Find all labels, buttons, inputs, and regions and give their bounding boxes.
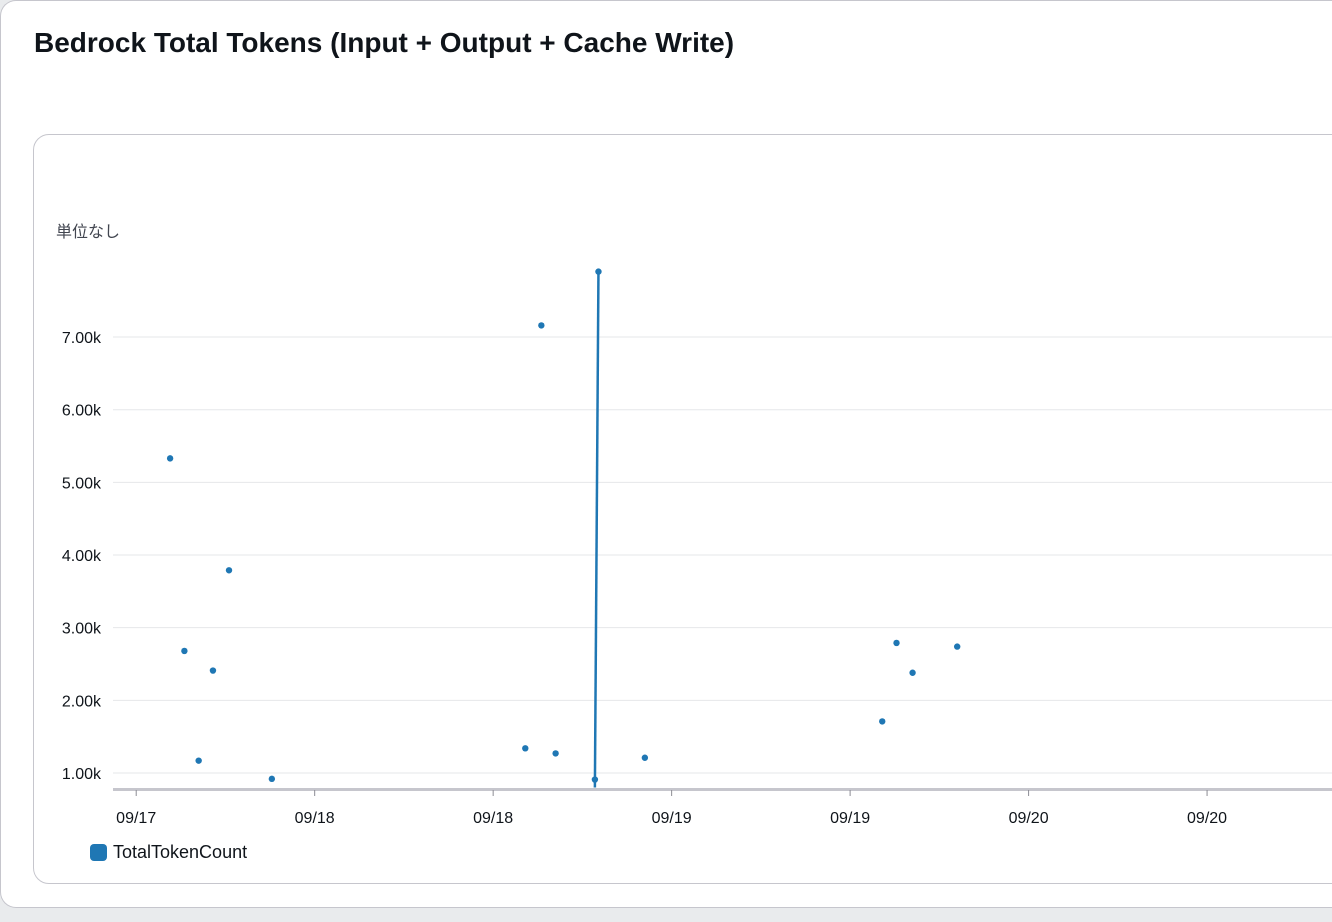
series-total-token-count [166,268,961,788]
grid-lines [113,336,1332,774]
y-unit-label: 単位なし [56,223,120,241]
y-tick-label: 1.00k [62,766,102,783]
x-tick-label: 09/20 [1009,810,1049,827]
data-point [641,754,649,761]
data-point [591,776,599,783]
y-tick-label: 2.00k [62,693,102,710]
data-point [195,757,202,764]
x-tick-label: 09/17 [116,810,156,827]
y-tick-label: 4.00k [62,548,102,565]
data-point [595,268,602,275]
y-tick-label: 6.00k [62,403,102,420]
y-tick-label: 5.00k [62,475,102,492]
chart-card [33,134,1332,884]
data-point [268,775,276,783]
data-point [209,667,217,674]
x-tick-label: 09/19 [830,810,870,827]
y-axis-ticks: 1.00k 2.00k 3.00k 4.00k 5.00k 6.00k 7.00k [62,330,102,783]
x-tick-label: 09/18 [473,810,513,827]
data-point [538,322,545,329]
data-point [166,455,174,462]
data-point [879,718,886,725]
data-point [522,745,529,752]
y-tick-label: 3.00k [62,621,102,638]
data-point [909,669,916,676]
y-tick-label: 7.00k [62,330,102,347]
legend[interactable]: TotalTokenCount [90,842,247,863]
x-tick-label: 09/20 [1187,810,1227,827]
x-axis: 09/17 09/18 09/18 09/19 09/19 09/20 09/20 [113,788,1332,827]
data-point [225,567,233,574]
legend-swatch [90,844,107,861]
data-point [893,639,900,647]
series-line-segment [593,271,600,788]
x-tick-label: 09/19 [652,810,692,827]
data-point [181,647,188,655]
data-point [953,643,961,650]
data-point [552,750,559,757]
widget-title: Bedrock Total Tokens (Input + Output + C… [34,27,735,58]
x-tick-label: 09/18 [295,810,335,827]
legend-label: TotalTokenCount [113,842,248,862]
